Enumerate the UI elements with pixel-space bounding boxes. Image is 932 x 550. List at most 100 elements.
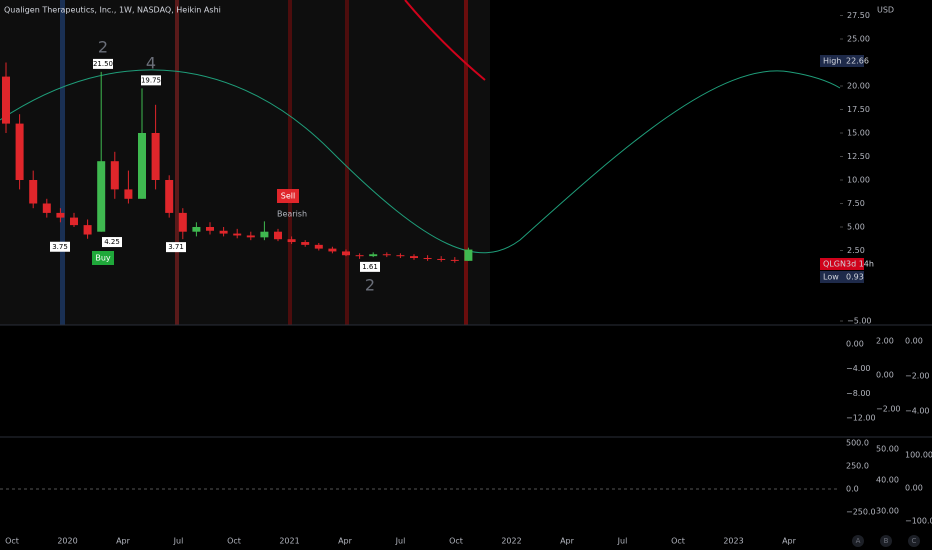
x-tick-label: Jul — [395, 537, 406, 546]
candle-body — [382, 254, 391, 256]
candle-body — [29, 180, 38, 204]
symbol-name: QLGN — [823, 260, 846, 269]
low-value: 0.93 — [846, 273, 864, 282]
candle-body — [165, 180, 174, 213]
y-tick-label: 15.00 — [847, 129, 870, 138]
pane-tick-label: −250.0 — [846, 508, 876, 517]
price-label-box — [166, 242, 186, 253]
sell-box — [277, 189, 299, 203]
high-badge — [820, 54, 864, 67]
x-tick-label: Apr — [560, 537, 575, 546]
pane-tick-label: −2.00 — [905, 372, 930, 381]
footer-button — [908, 535, 920, 547]
candle-body — [124, 189, 133, 199]
pane-tick-label: 40.00 — [876, 476, 899, 485]
candle-body — [178, 212, 187, 232]
y-tick-label: 5.00 — [847, 223, 865, 232]
pane-tick-label: −2.00 — [876, 405, 901, 414]
cycle-band — [175, 0, 179, 325]
cycle-band — [288, 0, 292, 325]
x-tick-label: Apr — [782, 537, 797, 546]
pane-tick-label: 0.00 — [846, 340, 864, 349]
footer-button-label[interactable]: B — [884, 537, 889, 545]
x-tick-label: Oct — [227, 537, 241, 546]
currency: USD — [877, 6, 894, 15]
wave-count: 2 — [365, 276, 375, 295]
candle-body — [314, 244, 323, 249]
candle-body — [328, 248, 337, 252]
candle-body — [138, 133, 146, 199]
y-tick-label: 20.00 — [847, 82, 870, 91]
price-label: 3.75 — [52, 243, 68, 251]
footer-button-label[interactable]: A — [856, 537, 861, 545]
candle-body — [396, 255, 405, 257]
pane-tick-label: 0.00 — [905, 484, 923, 493]
x-tick-label: 2023 — [723, 537, 743, 546]
wave-count: 4 — [146, 54, 156, 73]
x-tick-label: 2022 — [501, 537, 521, 546]
price-label-box — [141, 75, 161, 86]
price-label-box — [360, 261, 380, 272]
x-tick-label: 2021 — [279, 537, 299, 546]
buy-box — [92, 251, 114, 265]
candle-body — [151, 133, 160, 180]
candle-body — [83, 225, 92, 235]
pane-tick-label: 500.0 — [846, 439, 869, 448]
symbol-badge — [820, 258, 864, 270]
candle-body — [410, 256, 418, 259]
cycle-band — [464, 0, 468, 325]
x-tick-label: Jul — [173, 537, 184, 546]
candle-body — [369, 254, 378, 257]
pane-tick-label: 50.00 — [876, 445, 899, 454]
footer-button-label[interactable]: C — [912, 537, 917, 545]
cycle-band — [60, 0, 65, 325]
y-tick-label: 25.00 — [847, 35, 870, 44]
trend-line — [404, 0, 486, 81]
pane-tick-label: −4.00 — [905, 407, 930, 416]
candle-body — [233, 233, 242, 236]
candle-body — [450, 259, 459, 261]
high-name: High — [823, 56, 841, 65]
high-value: 22.66 — [846, 56, 869, 65]
x-tick-label: Apr — [338, 537, 353, 546]
price-label: 3.71 — [168, 243, 184, 251]
price-label: 21.50 — [93, 60, 113, 68]
pane-tick-label: −100.00 — [905, 517, 932, 526]
candle-body — [42, 203, 51, 213]
y-tick-label: 10.00 — [847, 176, 870, 185]
candle-body — [219, 230, 228, 234]
wave-count: 2 — [98, 38, 108, 57]
candle-body — [2, 76, 10, 124]
pane-tick-label: −4.00 — [846, 364, 871, 373]
candle-body — [56, 212, 65, 218]
candle-body — [274, 231, 282, 240]
y-tick-label: 27.50 — [847, 11, 870, 20]
sell-label: Sell — [281, 192, 295, 201]
price-label: 1.61 — [362, 263, 378, 271]
pane-tick-label: −12.00 — [846, 414, 876, 423]
low-badge — [820, 271, 864, 283]
pane-tick-label: 0.00 — [905, 337, 923, 346]
candle-body — [437, 258, 446, 260]
y-tick-label: 7.50 — [847, 199, 865, 208]
candle-body — [342, 251, 350, 256]
price-label-box — [93, 58, 113, 69]
x-tick-label: 2020 — [57, 537, 77, 546]
candle-body — [97, 161, 106, 232]
chart-title: Qualigen Therapeutics, Inc., 1W, NASDAQ,… — [4, 6, 221, 15]
candle-body — [301, 242, 310, 245]
candle-body — [423, 258, 432, 260]
footer-button — [852, 535, 864, 547]
bearish-label: Bearish — [277, 210, 307, 219]
pane-tick-label: 0.00 — [876, 371, 894, 380]
candle-body — [15, 123, 24, 180]
symbol-value: 3d 14h — [846, 260, 874, 269]
y-tick-label: 2.50 — [847, 246, 865, 255]
price-label-box — [50, 241, 70, 252]
y-tick-label: 17.50 — [847, 105, 870, 114]
price-label: 19.75 — [141, 76, 161, 84]
candle-body — [260, 231, 269, 238]
buy-label: Buy — [95, 254, 111, 263]
low-name: Low — [823, 273, 839, 282]
candle-body — [287, 239, 296, 243]
